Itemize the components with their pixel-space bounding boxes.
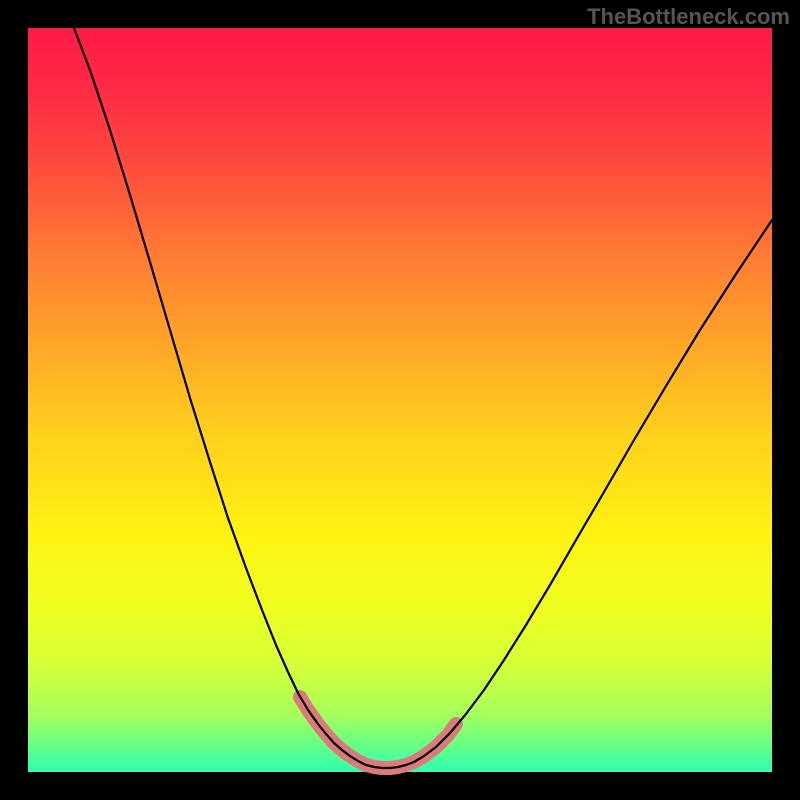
chart-frame: TheBottleneck.com [0,0,800,800]
plot-area [28,28,772,772]
curve-layer [28,28,772,772]
watermark-text: TheBottleneck.com [587,4,790,30]
v-curve [74,28,772,768]
